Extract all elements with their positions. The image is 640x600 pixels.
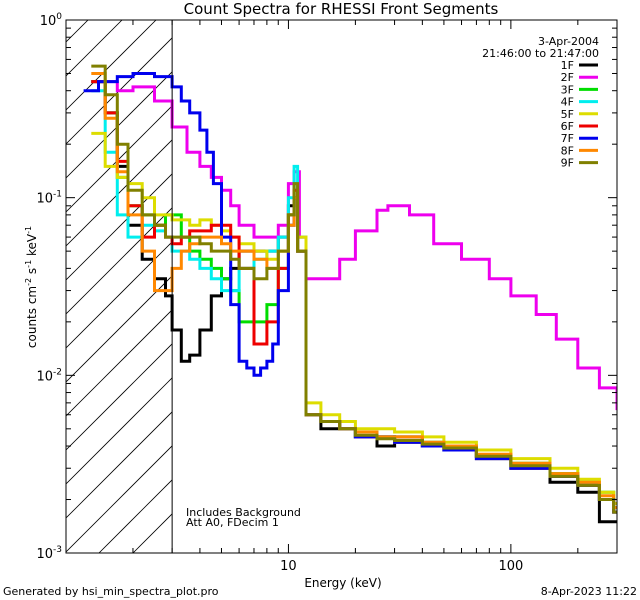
series-1F xyxy=(91,80,617,524)
x-tick-label: 100 xyxy=(498,559,523,574)
legend-label-1F: 1F xyxy=(561,59,574,72)
y-axis-label: counts cm-2 s-1 keV-1 xyxy=(24,226,39,348)
legend-label-7F: 7F xyxy=(561,132,574,145)
footer-timestamp: 8-Apr-2023 11:22 xyxy=(541,585,637,598)
legend-label-9F: 9F xyxy=(561,157,574,170)
axis-ticks: 10 100 10-3 10-2 10-1 100 xyxy=(36,12,618,574)
hatched-region xyxy=(66,20,173,553)
legend-label-8F: 8F xyxy=(561,144,574,157)
annotation-attenuator: Att A0, FDecim 1 xyxy=(186,516,279,529)
series-8F xyxy=(91,72,617,510)
series-7F xyxy=(83,72,617,514)
legend-label-4F: 4F xyxy=(561,96,574,109)
date-label: 3-Apr-2004 xyxy=(538,35,599,48)
y-tick-label: 10-3 xyxy=(36,545,62,562)
legend-label-6F: 6F xyxy=(561,120,574,133)
legend-label-5F: 5F xyxy=(561,108,574,121)
footer-generated-by: Generated by hsi_min_spectra_plot.pro xyxy=(3,585,219,598)
hatch-line xyxy=(66,309,173,417)
hatch-line xyxy=(66,71,173,179)
x-axis-label: Energy (keV) xyxy=(304,576,381,590)
legend-label-2F: 2F xyxy=(561,71,574,84)
plot-frame xyxy=(65,19,618,554)
annotation-background: Includes Background xyxy=(186,506,301,519)
x-tick-label: 10 xyxy=(280,559,297,574)
series-layer xyxy=(83,64,617,524)
series-9F xyxy=(91,64,617,514)
time-range-label: 21:46:00 to 21:47:00 xyxy=(482,47,599,60)
hatch-line xyxy=(132,513,173,553)
chart-title: Count Spectra for RHESSI Front Segments xyxy=(184,0,499,18)
y-tick-label: 100 xyxy=(40,12,63,29)
y-tick-label: 10-1 xyxy=(36,190,62,207)
hatch-line xyxy=(66,105,173,213)
series-4F xyxy=(91,89,617,514)
y-tick-label: 10-2 xyxy=(36,367,62,384)
legend-label-3F: 3F xyxy=(561,83,574,96)
